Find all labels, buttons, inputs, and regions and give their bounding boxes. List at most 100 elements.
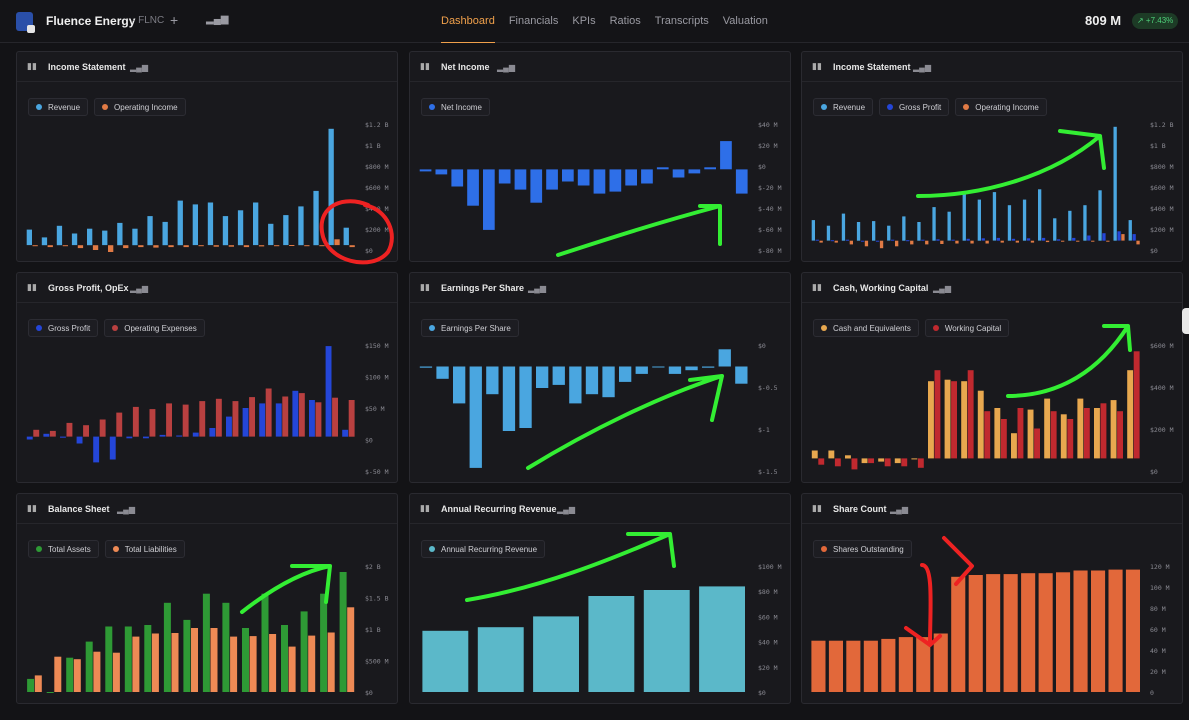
tab-dashboard[interactable]: Dashboard: [441, 0, 495, 43]
bar[interactable]: [116, 412, 123, 437]
bar[interactable]: [625, 169, 637, 186]
bar[interactable]: [984, 411, 991, 459]
bar[interactable]: [192, 432, 199, 437]
bar[interactable]: [289, 245, 295, 246]
bar[interactable]: [546, 169, 558, 190]
bar[interactable]: [934, 370, 941, 459]
bar[interactable]: [249, 397, 255, 437]
signal-icon[interactable]: ▂▄▆: [528, 284, 546, 293]
bar[interactable]: [828, 640, 843, 692]
bar[interactable]: [916, 637, 931, 692]
bar[interactable]: [349, 245, 355, 248]
bar[interactable]: [863, 640, 878, 692]
bar[interactable]: [453, 366, 466, 404]
bar[interactable]: [901, 458, 908, 467]
bar[interactable]: [1003, 574, 1018, 692]
bar[interactable]: [1041, 237, 1046, 241]
bar[interactable]: [519, 366, 532, 429]
bar[interactable]: [685, 366, 698, 371]
bar[interactable]: [73, 659, 81, 692]
bar[interactable]: [1053, 218, 1057, 241]
bar[interactable]: [199, 401, 206, 437]
bar[interactable]: [533, 616, 579, 692]
bar[interactable]: [34, 675, 42, 692]
bar[interactable]: [46, 692, 54, 693]
legend-item[interactable]: Total Assets: [28, 540, 99, 558]
bar[interactable]: [313, 190, 319, 246]
bar[interactable]: [643, 590, 690, 692]
signal-icon[interactable]: ▂▄▆: [130, 63, 148, 72]
legend-item[interactable]: Total Liabilities: [104, 540, 185, 558]
bar[interactable]: [93, 436, 100, 463]
bar[interactable]: [315, 402, 322, 437]
bar[interactable]: [126, 436, 133, 439]
bar[interactable]: [917, 222, 921, 241]
bar[interactable]: [275, 403, 282, 437]
bar[interactable]: [514, 169, 527, 190]
bar[interactable]: [735, 366, 748, 384]
bar[interactable]: [47, 245, 53, 248]
bar[interactable]: [688, 169, 701, 174]
bar[interactable]: [884, 458, 891, 467]
bar[interactable]: [940, 240, 944, 244]
bar[interactable]: [153, 245, 159, 248]
bar[interactable]: [962, 191, 966, 241]
bar[interactable]: [339, 572, 347, 692]
bar[interactable]: [124, 626, 132, 693]
bar[interactable]: [1045, 240, 1050, 243]
bar[interactable]: [902, 216, 906, 241]
bar[interactable]: [26, 229, 32, 246]
bar[interactable]: [1133, 351, 1140, 459]
bar[interactable]: [328, 128, 334, 246]
bar[interactable]: [232, 401, 239, 437]
bar[interactable]: [467, 169, 479, 206]
bar[interactable]: [879, 240, 884, 249]
bar[interactable]: [826, 225, 831, 241]
bar[interactable]: [891, 239, 895, 241]
bar[interactable]: [327, 632, 335, 693]
bar[interactable]: [347, 607, 355, 692]
bar[interactable]: [192, 204, 198, 246]
bar[interactable]: [977, 199, 981, 241]
bar[interactable]: [846, 640, 861, 692]
bar[interactable]: [1117, 231, 1121, 241]
bar[interactable]: [849, 240, 853, 245]
bar[interactable]: [1038, 573, 1053, 692]
bar[interactable]: [183, 245, 189, 248]
bar[interactable]: [436, 366, 449, 379]
legend-item[interactable]: Revenue: [28, 98, 89, 116]
legend-item[interactable]: Gross Profit: [879, 98, 950, 116]
legend-item[interactable]: Shares Outstanding: [813, 540, 912, 558]
bar[interactable]: [93, 651, 101, 692]
bar[interactable]: [168, 245, 174, 248]
bar[interactable]: [274, 245, 280, 247]
bar[interactable]: [261, 593, 269, 692]
bar[interactable]: [319, 245, 325, 247]
bar[interactable]: [577, 169, 590, 186]
bar[interactable]: [138, 245, 144, 248]
bar[interactable]: [881, 638, 896, 692]
bar[interactable]: [159, 434, 166, 437]
bar[interactable]: [1117, 411, 1123, 459]
bar[interactable]: [966, 238, 970, 241]
bar[interactable]: [182, 404, 189, 437]
bar[interactable]: [1094, 408, 1100, 459]
bar[interactable]: [435, 169, 448, 175]
legend-item[interactable]: Operating Income: [94, 98, 186, 116]
bar[interactable]: [320, 593, 328, 692]
bar[interactable]: [970, 240, 974, 244]
bar[interactable]: [419, 169, 432, 172]
bar[interactable]: [1072, 237, 1076, 241]
bar[interactable]: [292, 390, 299, 437]
bar[interactable]: [144, 625, 152, 692]
bar[interactable]: [619, 366, 632, 382]
bar[interactable]: [704, 167, 716, 170]
bar[interactable]: [27, 678, 35, 692]
bar[interactable]: [183, 619, 191, 692]
bar[interactable]: [872, 221, 876, 241]
bar[interactable]: [109, 436, 116, 460]
bar[interactable]: [237, 210, 244, 246]
legend-item[interactable]: Net Income: [421, 98, 490, 116]
bar[interactable]: [981, 238, 985, 241]
bar[interactable]: [910, 240, 914, 245]
